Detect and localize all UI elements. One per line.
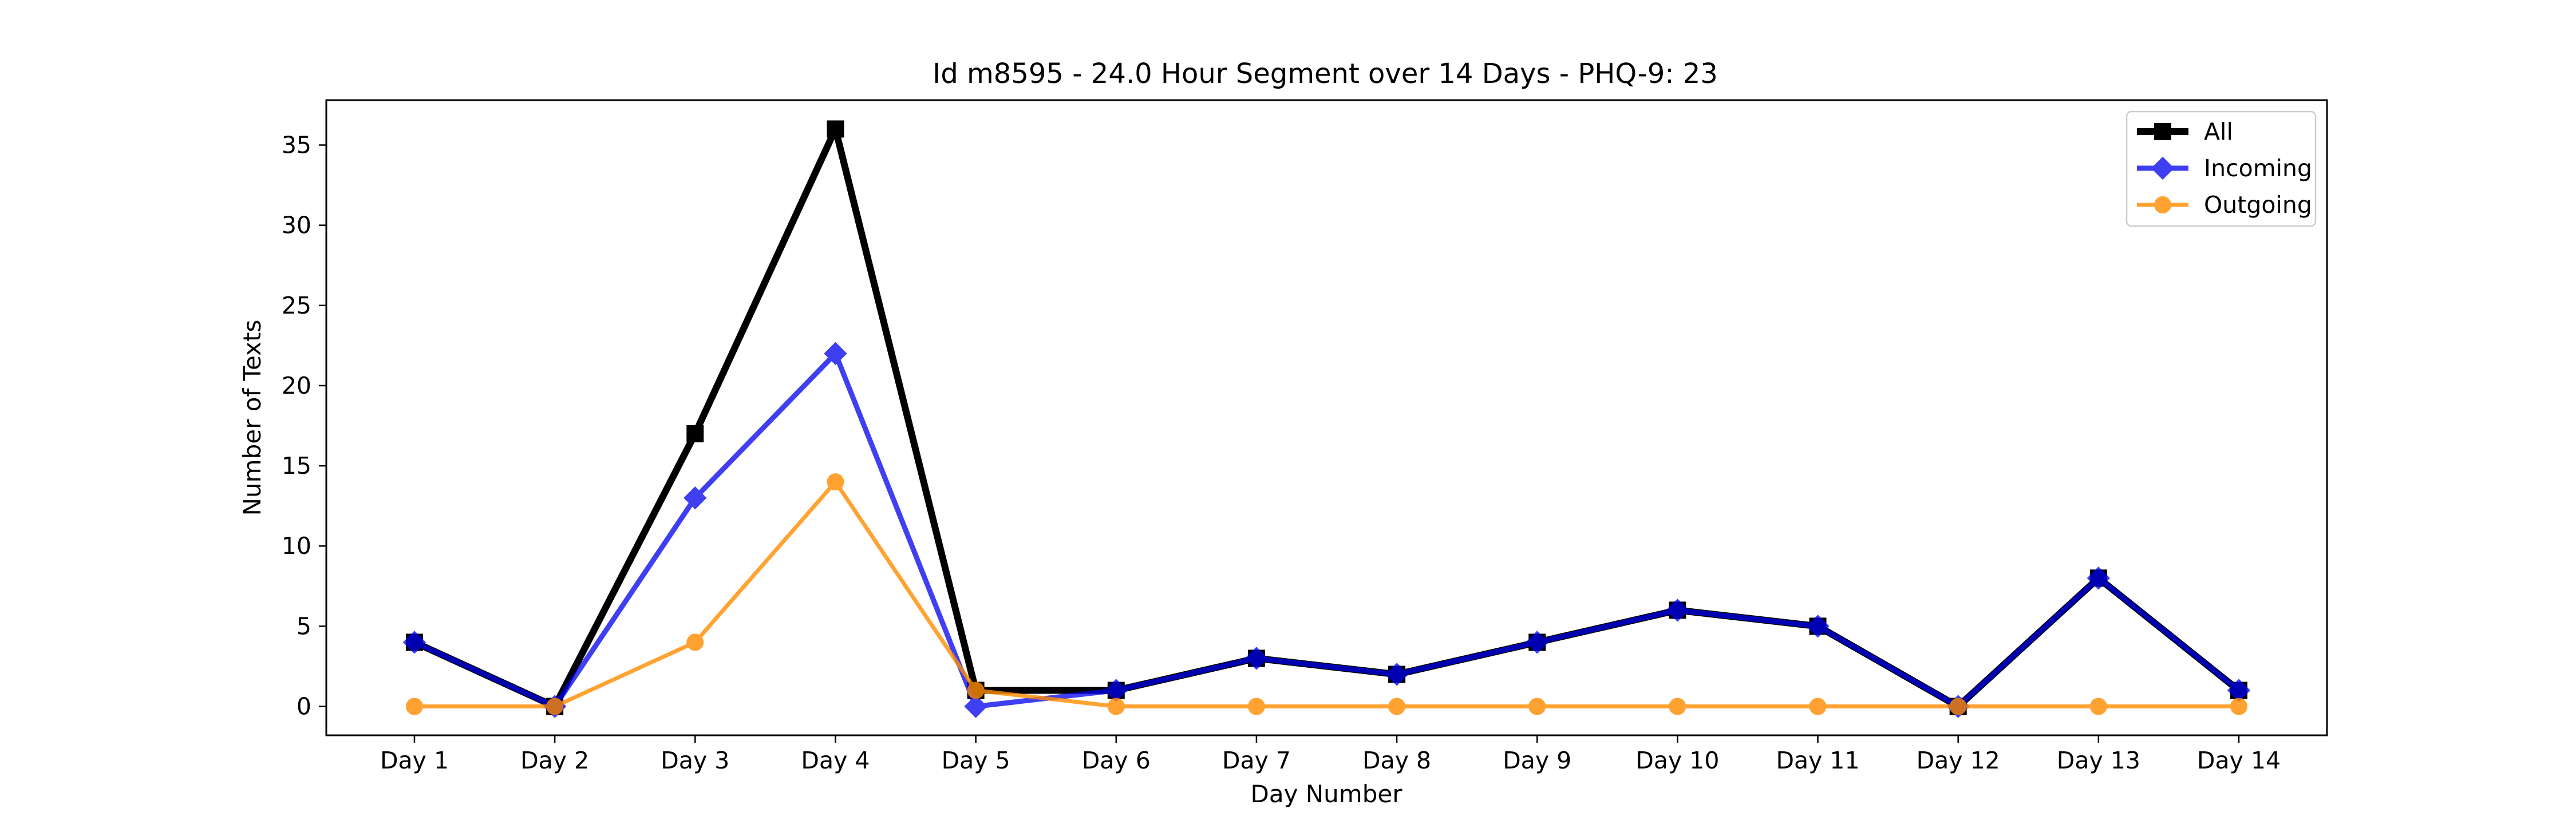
plot-frame: [325, 99, 2328, 736]
legend-marker-outgoing: [2154, 196, 2171, 213]
data-point-incoming: [824, 342, 847, 366]
data-point-incoming: [402, 631, 426, 654]
data-point-incoming: [2087, 566, 2111, 590]
y-tick-label: 35: [282, 131, 311, 159]
x-tick-label: Day 12: [1917, 747, 2000, 774]
data-point-outgoing: [1107, 698, 1125, 715]
data-point-incoming: [1244, 647, 1269, 670]
y-tick-label: 0: [297, 693, 311, 720]
data-point-incoming: [1385, 663, 1409, 686]
legend-entry-incoming: [2137, 156, 2188, 180]
x-tick-label: Day 5: [942, 747, 1010, 774]
data-point-incoming: [1806, 615, 1830, 638]
y-axis: 0 5 10 15 20 25 30 35: [282, 131, 326, 720]
y-axis-label: Number of Texts: [238, 320, 266, 516]
x-axis: Day 1 Day 2 Day 3 Day 4 Day 5 Day 6 Day 7 Day 8…: [380, 735, 2281, 774]
x-tick-label: Day 9: [1503, 747, 1571, 774]
x-tick-label: Day 10: [1635, 747, 1719, 774]
y-tick-label: 30: [282, 212, 311, 239]
x-tick-label: Day 6: [1082, 747, 1151, 774]
y-tick-label: 25: [282, 292, 311, 319]
legend-entry-all: [2137, 123, 2188, 140]
series-layer: [402, 120, 2251, 718]
x-axis-label: Day Number: [1250, 780, 1402, 808]
legend: All Incoming Outgoing: [2125, 110, 2317, 227]
y-tick-label: 5: [297, 612, 311, 640]
data-point-incoming: [964, 695, 987, 718]
legend-label-outgoing: Outgoing: [2204, 191, 2312, 219]
data-point-incoming: [1526, 631, 1549, 654]
data-point-outgoing: [406, 698, 423, 715]
data-point-outgoing: [1949, 698, 1967, 715]
x-tick-label: Day 2: [520, 747, 589, 774]
chart-title: Id m8595 - 24.0 Hour Segment over 14 Day…: [933, 58, 1718, 90]
legend-entry-outgoing: [2137, 196, 2188, 213]
data-point-outgoing: [686, 633, 704, 651]
data-point-outgoing: [2230, 698, 2247, 715]
data-point-outgoing: [967, 682, 985, 699]
data-point-outgoing: [1388, 698, 1406, 715]
x-tick-label: Day 14: [2197, 747, 2281, 774]
data-point-outgoing: [1528, 698, 1546, 715]
data-point-all: [686, 425, 704, 443]
data-point-outgoing: [1669, 698, 1686, 715]
x-tick-label: Day 3: [661, 747, 729, 774]
legend-marker-all: [2154, 123, 2171, 140]
data-point-all: [827, 120, 844, 138]
legend-label-incoming: Incoming: [2204, 154, 2312, 182]
data-point-incoming: [683, 486, 707, 510]
x-tick-label: Day 7: [1222, 747, 1291, 774]
legend-label-all: All: [2204, 118, 2233, 145]
y-tick-label: 20: [282, 372, 311, 399]
data-point-outgoing: [2089, 698, 2107, 715]
x-tick-label: Day 11: [1776, 747, 1859, 774]
data-point-outgoing: [1247, 698, 1265, 715]
x-tick-label: Day 8: [1362, 747, 1431, 774]
series-outgoing: [406, 473, 2247, 715]
data-point-incoming: [1666, 599, 1689, 622]
legend-box: [2125, 110, 2317, 227]
x-tick-label: Day 4: [801, 747, 870, 774]
x-tick-label: Day 13: [2057, 747, 2140, 774]
data-point-outgoing: [827, 473, 844, 491]
series-incoming: [402, 342, 2251, 718]
y-tick-label: 15: [282, 452, 311, 480]
legend-marker-incoming: [2151, 156, 2175, 180]
series-line-incoming: [412, 351, 2242, 710]
data-point-outgoing: [546, 698, 564, 715]
data-point-outgoing: [1809, 698, 1827, 715]
x-tick-label: Day 1: [380, 747, 449, 774]
series-line-outgoing: [412, 480, 2241, 709]
y-tick-label: 10: [282, 532, 311, 560]
